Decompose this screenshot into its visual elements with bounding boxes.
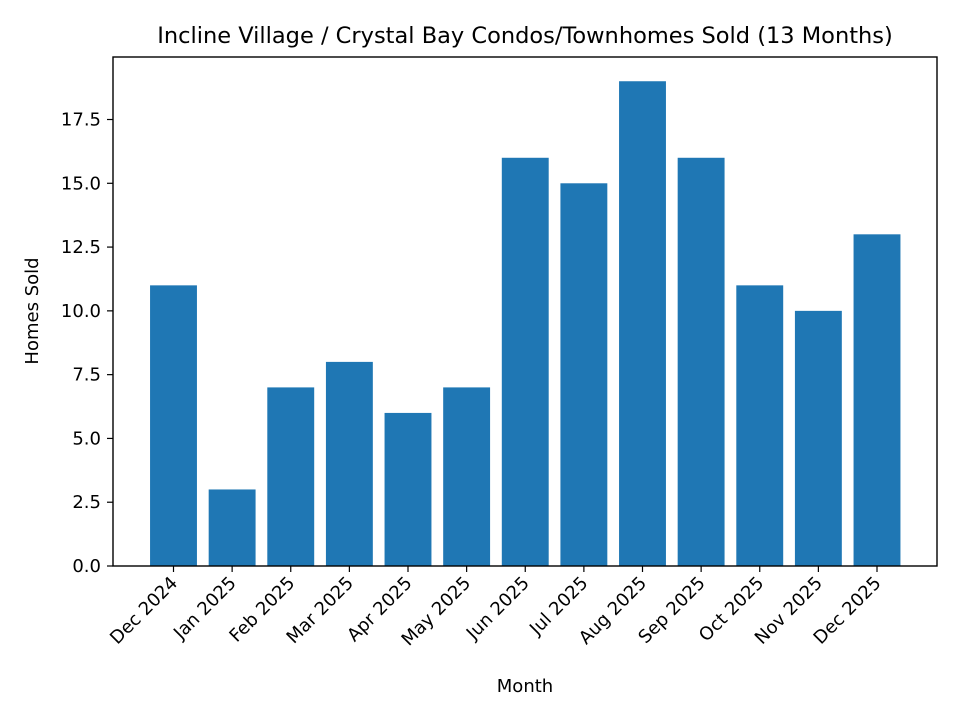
- y-axis: 0.0 2.5 5.0 7.5 10.0 12.5 15.0 17.5: [61, 110, 113, 577]
- bar-dec-2025: [853, 234, 901, 566]
- y-tick-label: 10.0: [61, 301, 101, 322]
- y-tick-label: 17.5: [61, 110, 101, 131]
- y-tick-label: 5.0: [72, 428, 101, 449]
- chart-title: Incline Village / Crystal Bay Condos/Tow…: [157, 23, 893, 49]
- bar-mar-2025: [325, 361, 373, 566]
- y-tick-label: 12.5: [61, 237, 101, 258]
- y-tick-label: 0.0: [72, 556, 101, 577]
- bars-layer: [150, 81, 901, 567]
- y-tick-label: 15.0: [61, 173, 101, 194]
- bar-nov-2025: [794, 310, 842, 566]
- bar-jul-2025: [560, 183, 608, 567]
- bar-aug-2025: [619, 81, 666, 567]
- y-tick-label: 7.5: [72, 365, 101, 386]
- x-tick-label: Dec 2024: [106, 573, 182, 649]
- bar-oct-2025: [736, 285, 784, 566]
- bar-feb-2025: [267, 387, 315, 566]
- y-axis-label: Homes Sold: [22, 257, 43, 364]
- plot-frame: [112, 56, 938, 567]
- bar-apr-2025: [384, 412, 432, 566]
- x-axis-label: Month: [497, 676, 553, 697]
- x-tick-label: Jun 2025: [462, 573, 534, 645]
- bar-jan-2025: [208, 489, 256, 566]
- bar-jun-2025: [501, 157, 549, 566]
- bar-sep-2025: [677, 157, 725, 566]
- y-tick-label: 2.5: [72, 492, 101, 513]
- bar-dec-2024: [150, 285, 197, 566]
- bar-may-2025: [443, 387, 491, 566]
